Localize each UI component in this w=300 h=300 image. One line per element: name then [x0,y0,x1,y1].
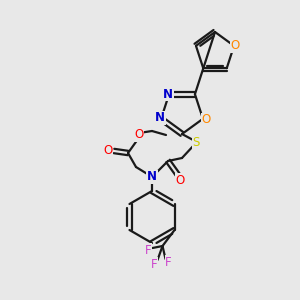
Text: N: N [163,88,173,101]
Text: N: N [147,170,157,184]
Text: O: O [103,143,112,157]
Text: N: N [155,111,165,124]
Text: F: F [165,256,172,268]
Text: S: S [192,136,200,148]
Text: O: O [230,39,240,52]
Text: O: O [176,173,184,187]
Text: F: F [145,244,152,256]
Text: F: F [151,257,158,271]
Text: O: O [134,128,144,142]
Text: O: O [201,113,211,126]
